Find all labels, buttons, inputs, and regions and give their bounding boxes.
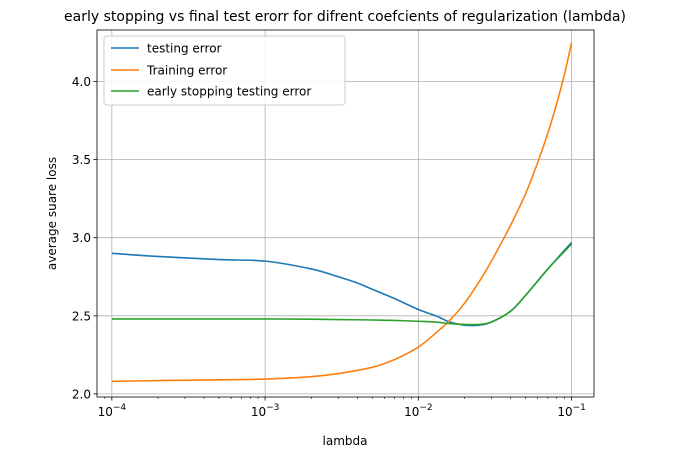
x-tick-exponent: −3 <box>266 403 279 413</box>
x-tick-base: 10 <box>251 405 266 419</box>
x-tick-base: 10 <box>557 405 572 419</box>
legend-box <box>103 35 346 106</box>
x-tick-base: 10 <box>98 405 113 419</box>
x-tick-base: 10 <box>404 405 419 419</box>
x-axis-label: lambda <box>323 434 368 448</box>
series-line-testing-error <box>111 241 573 327</box>
x-tick-exponent: −1 <box>573 403 586 413</box>
x-tick-label: 10−4 <box>98 403 127 419</box>
legend-label-training-error: Training error <box>146 64 227 78</box>
y-tick-label: 3.5 <box>72 153 91 167</box>
chart-title: early stopping vs final test erorr for d… <box>64 9 626 25</box>
y-tick-label: 2.5 <box>72 309 91 323</box>
y-axis-label: average suare loss <box>45 157 59 270</box>
legend-label-testing-error: testing error <box>147 42 222 56</box>
x-tick-label: 10−1 <box>557 403 586 419</box>
y-tick-label: 3.0 <box>72 231 91 245</box>
plot-frame <box>96 29 595 398</box>
series-line-early-stopping-testing-error <box>111 243 573 326</box>
x-axis-ticks: 10−4 10−3 10−2 10−1 <box>98 397 586 419</box>
y-tick-label: 4.0 <box>72 75 91 89</box>
series-line-training-error <box>111 42 573 383</box>
legend: testing error Training error early stopp… <box>103 35 346 106</box>
legend-label-early-stopping: early stopping testing error <box>147 85 311 99</box>
x-tick-label: 10−3 <box>251 403 280 419</box>
x-tick-label: 10−2 <box>404 403 433 419</box>
y-tick-label: 2.0 <box>72 387 91 401</box>
x-tick-exponent: −4 <box>113 403 127 413</box>
y-axis-ticks: 2.0 2.5 3.0 3.5 4.0 <box>72 75 97 401</box>
series-lines <box>111 42 573 383</box>
x-tick-exponent: −2 <box>419 403 432 413</box>
